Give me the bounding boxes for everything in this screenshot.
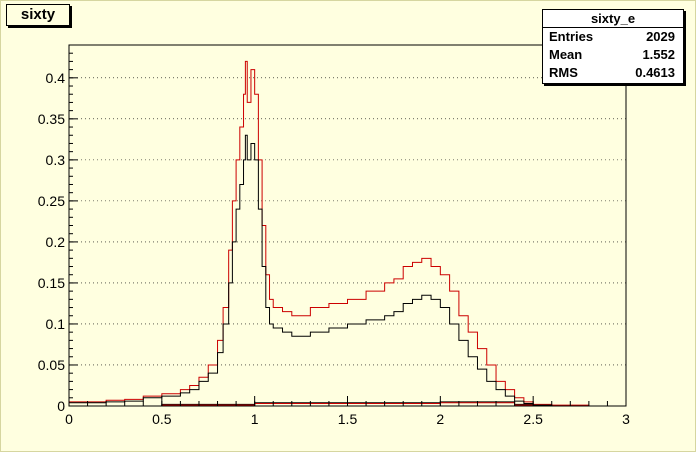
histogram-series-1: [69, 134, 626, 407]
histogram-series-0: [69, 60, 626, 407]
y-tick-label: 0.2: [46, 234, 66, 250]
x-tick-label: 0.5: [152, 411, 172, 427]
y-tick-label: 0.3: [46, 152, 66, 168]
y-tick-label: 0: [57, 398, 65, 414]
stats-row-rms: RMS 0.4613: [543, 64, 683, 82]
x-tick-label: 0: [65, 411, 73, 427]
histogram-title: sixty: [20, 6, 56, 23]
x-tick-label: 1: [251, 411, 259, 427]
histogram-title-box: sixty: [6, 4, 70, 26]
y-tick-label: 0.4: [46, 70, 66, 86]
series-group: [69, 60, 626, 407]
stats-value: 2029: [646, 29, 675, 44]
y-tick-label: 0.25: [38, 193, 65, 209]
y-tick-label: 0.05: [38, 357, 65, 373]
x-tick-label: 2: [436, 411, 444, 427]
x-axis: 0 0.5 1 1.5 2 2.5 3: [65, 396, 630, 427]
stats-box: sixty_e Entries 2029 Mean 1.552 RMS 0.46…: [542, 9, 684, 84]
stats-row-entries: Entries 2029: [543, 28, 683, 46]
x-tick-label: 1.5: [338, 411, 358, 427]
stats-label: RMS: [549, 65, 578, 80]
y-tick-label: 0.1: [46, 316, 66, 332]
stats-label: Entries: [549, 29, 594, 44]
stats-label: Mean: [549, 47, 583, 62]
y-axis: 0 0.05 0.1 0.15 0.2 0.25 0.3 0.35 0.4: [38, 52, 78, 414]
stats-title: sixty_e: [543, 10, 683, 28]
plot-area: [68, 44, 627, 407]
grid-lines: [69, 77, 626, 366]
y-tick-label: 0.15: [38, 275, 65, 291]
y-tick-label: 0.35: [38, 111, 65, 127]
stats-value: 0.4613: [635, 65, 675, 80]
stats-row-mean: Mean 1.552: [543, 46, 683, 64]
x-tick-label: 3: [622, 411, 630, 427]
x-tick-label: 2.5: [523, 411, 543, 427]
stats-value: 1.552: [642, 47, 675, 62]
